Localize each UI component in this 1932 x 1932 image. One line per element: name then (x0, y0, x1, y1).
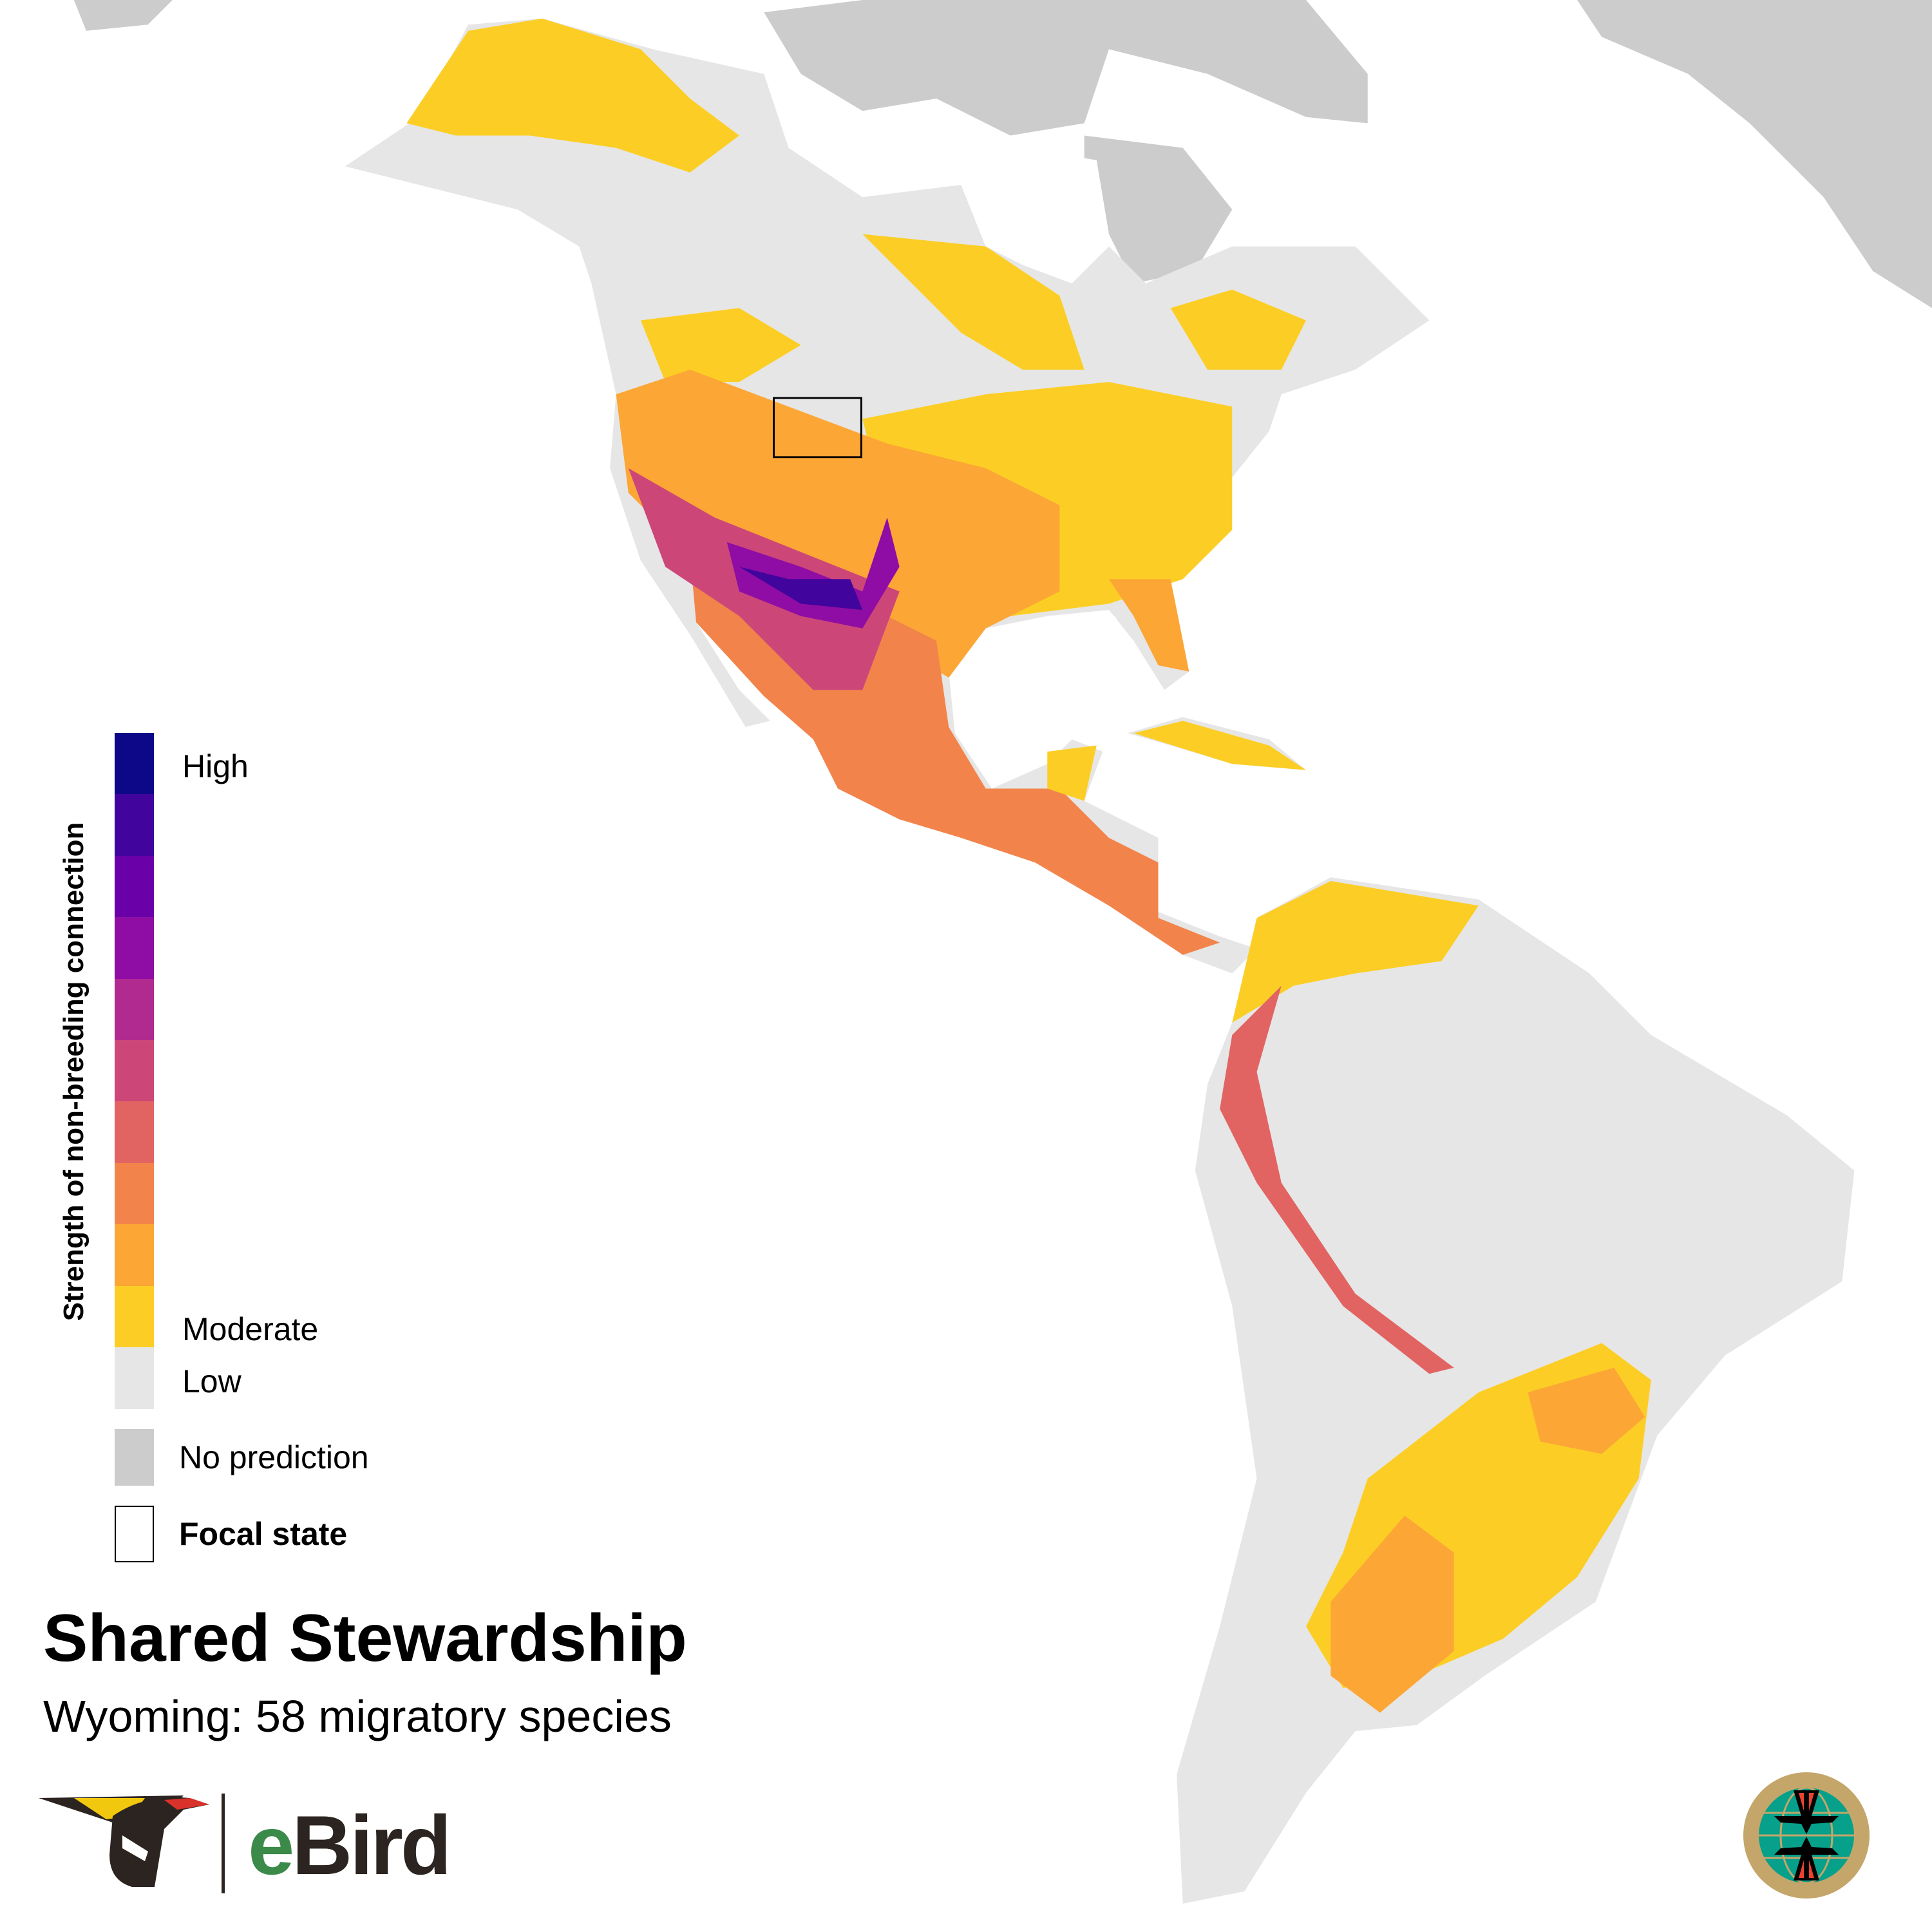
colorbar-step (115, 855, 154, 918)
region-us-orange (616, 369, 1060, 678)
legend-label-moderate: Moderate (182, 1311, 319, 1347)
colorbar-step (115, 794, 154, 857)
page-title: Shared Stewardship (43, 1601, 687, 1676)
region-brazil-orange (1528, 1367, 1645, 1454)
region-pampas-orange (1331, 1515, 1454, 1713)
legend-label-no-prediction: No prediction (179, 1439, 369, 1475)
region-prairie-yellow (640, 308, 801, 383)
region-alaska-yellow (406, 18, 739, 173)
legend-label-low: Low (182, 1363, 242, 1399)
colorbar-step (115, 1224, 154, 1287)
no-prediction-swatch (115, 1429, 154, 1486)
arctic-islands (764, 0, 1368, 136)
hudson-bay (961, 147, 1109, 284)
region-central-america-yellow (1047, 745, 1097, 801)
region-florida-orange (1108, 579, 1189, 672)
region-quebec-yellow (1170, 289, 1307, 370)
colorbar-step (115, 1347, 154, 1410)
legend-label-focal-state: Focal state (179, 1516, 348, 1552)
region-caribbean-yellow (1133, 721, 1307, 770)
focal-state-swatch (115, 1506, 154, 1562)
colorbar-step (115, 978, 154, 1041)
labrador-north (1084, 135, 1233, 284)
ebird-wordmark: eBird (248, 1798, 451, 1892)
subtitle: Wyoming: 58 migratory species (43, 1691, 672, 1741)
colorbar-step (115, 1285, 154, 1348)
colorbar-step (115, 1162, 154, 1226)
connection-strength-layer (406, 18, 1651, 1713)
legend-title: Strength of non-breeding connection (58, 822, 90, 1321)
focal-state-outline-wyoming (773, 397, 862, 459)
siberia (73, 0, 173, 31)
water (961, 147, 1134, 739)
ebird-bird-logo-icon (39, 1795, 209, 1887)
colorbar-step (115, 1040, 154, 1103)
colorbar-step (115, 917, 154, 980)
gulf-of-mexico (961, 616, 1134, 739)
region-southwest-darkpurple (739, 567, 863, 611)
region-northern-sa-yellow (1232, 880, 1479, 1023)
colorbar-step (115, 1101, 154, 1164)
legend-label-high: High (182, 748, 249, 784)
partners-in-flight-logo-icon (1743, 1772, 1870, 1899)
logo-divider (222, 1794, 225, 1893)
greenland (1577, 0, 1932, 308)
colorbar-step (115, 733, 154, 795)
region-canada-yellow (862, 234, 1084, 370)
region-andes-orange (1220, 985, 1454, 1374)
